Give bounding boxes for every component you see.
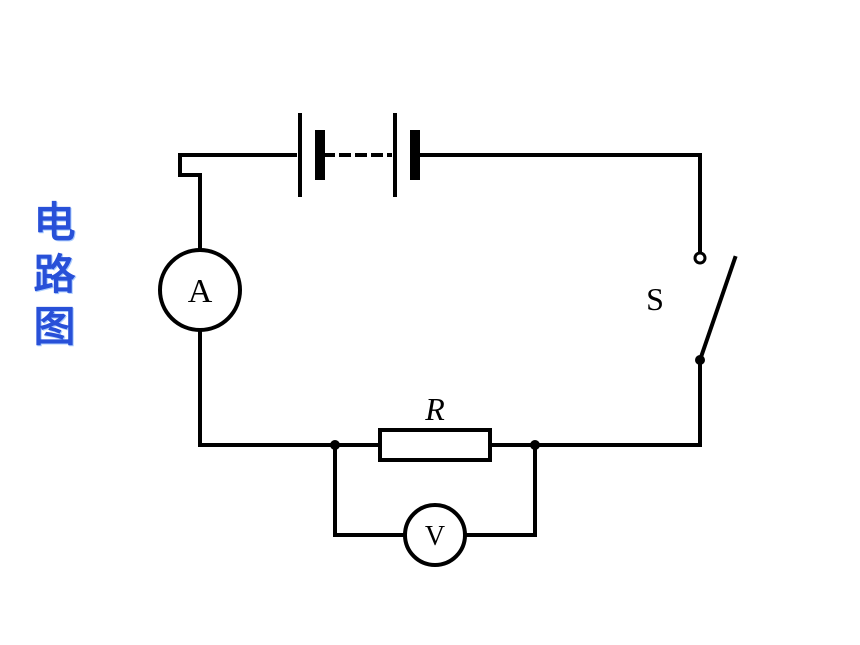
switch-terminal-top xyxy=(695,253,705,263)
circuit-svg: A V R S xyxy=(0,0,860,645)
node-r-left xyxy=(330,440,340,450)
circuit-diagram-container: 电路图 xyxy=(0,0,860,645)
ammeter-label: A xyxy=(188,273,213,310)
switch-arm xyxy=(700,258,735,360)
resistor-body xyxy=(380,430,490,460)
resistor-label: R xyxy=(424,391,445,427)
node-r-right xyxy=(530,440,540,450)
voltmeter-label: V xyxy=(425,521,445,552)
switch-label: S xyxy=(646,281,664,317)
